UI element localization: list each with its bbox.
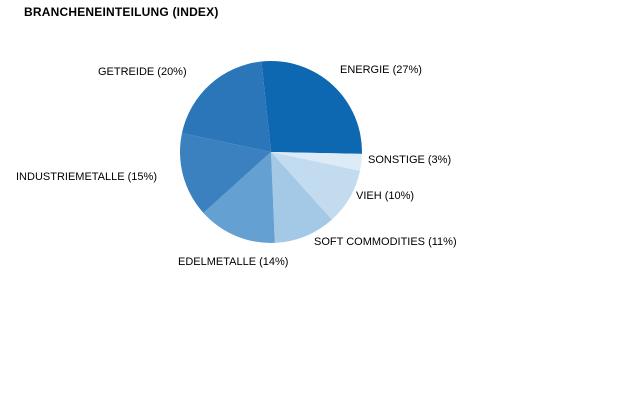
pie-slice-industriemetalle bbox=[180, 133, 271, 213]
chart-title: BRANCHENEINTEILUNG (INDEX) bbox=[24, 5, 219, 19]
slice-label-vieh: VIEH (10%) bbox=[356, 190, 415, 202]
slice-label-energie: ENERGIE (27%) bbox=[340, 64, 422, 76]
slice-label-sonstige: SONSTIGE (3%) bbox=[368, 154, 452, 166]
slice-label-getreide: GETREIDE (20%) bbox=[98, 66, 187, 78]
pie-slice-getreide bbox=[181, 61, 271, 152]
slice-label-industriemetalle: INDUSTRIEMETALLE (15%) bbox=[16, 171, 157, 183]
pie-slice-soft-commodities bbox=[271, 152, 332, 243]
pie-slice-vieh bbox=[271, 152, 361, 220]
pie-slice-sonstige bbox=[271, 152, 362, 171]
pie-slice-energie bbox=[261, 61, 363, 154]
slice-label-edelmetalle: EDELMETALLE (14%) bbox=[178, 256, 289, 268]
pie-slice-edelmetalle bbox=[203, 152, 275, 243]
slice-label-soft-commodities: SOFT COMMODITIES (11%) bbox=[314, 236, 457, 248]
